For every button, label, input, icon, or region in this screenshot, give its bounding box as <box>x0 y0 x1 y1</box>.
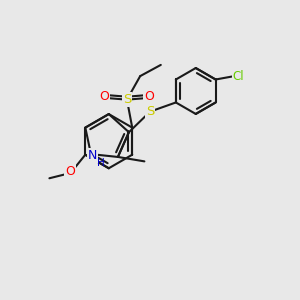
Text: S: S <box>123 93 131 106</box>
Text: Cl: Cl <box>232 70 244 83</box>
Text: S: S <box>146 105 154 118</box>
Text: H: H <box>98 158 105 168</box>
Text: O: O <box>100 90 110 103</box>
Text: O: O <box>144 90 154 103</box>
Text: O: O <box>65 165 75 178</box>
Text: N: N <box>88 149 97 162</box>
